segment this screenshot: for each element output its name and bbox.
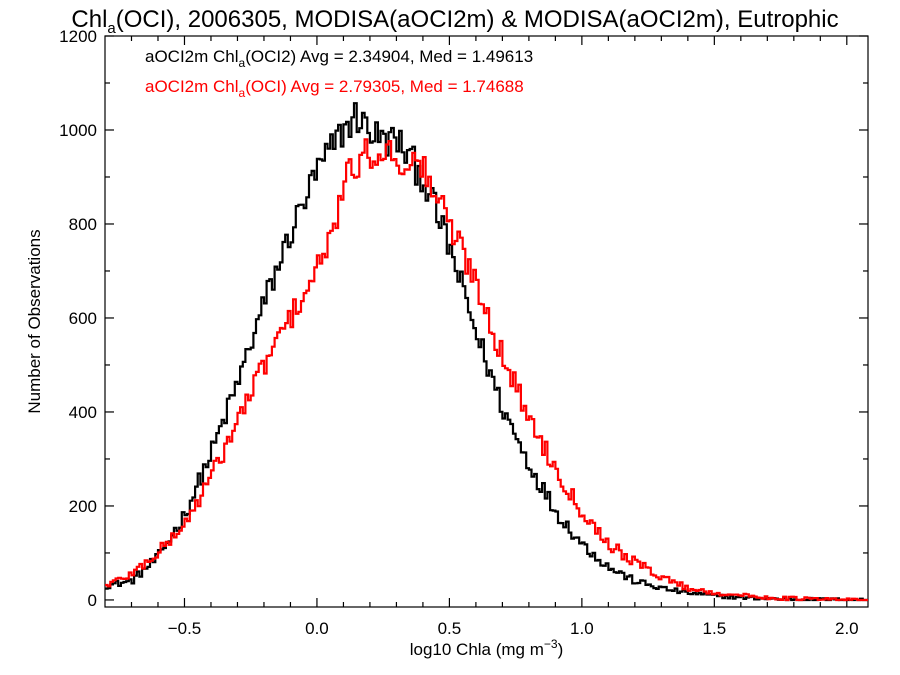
series-line-1 [105,102,868,602]
x-tick-label: 0.5 [438,619,462,638]
legend-entry-2: aOCI2m Chla(OCI) Avg = 2.79305, Med = 1.… [145,77,524,100]
chart-title-part1: Chl [71,6,107,33]
y-axis-label: Number of Observations [25,229,44,413]
y-tick-label: 800 [69,215,97,234]
x-tick-label: 1.5 [703,619,727,638]
legend-entry-subscript: a [239,86,246,100]
series-layer [105,102,868,602]
series-line-2 [105,138,868,602]
x-tick-label: 0.0 [305,619,329,638]
x-axis-label-main: log10 Chla (mg m [410,640,544,659]
x-tick-label: 1.0 [570,619,594,638]
y-tick-label: 600 [69,309,97,328]
legend-entry-prefix: aOCI2m Chl [145,47,239,66]
x-axis-label: log10 Chla (mg m−3) [410,637,564,659]
y-tick-label: 400 [69,403,97,422]
legend-entry-subscript: a [239,56,246,70]
legend-entry-suffix: (OCI) Avg = 2.79305, Med = 1.74688 [245,77,523,96]
y-axis-ticks: 0 200 400 600 800 1000 1200 [59,27,868,610]
x-axis-ticks: −0.5 0.0 0.5 1.0 1.5 2.0 [130,36,859,638]
legend: aOCI2m Chla(OCI2) Avg = 2.34904, Med = 1… [145,47,533,100]
y-tick-label: 1200 [59,27,97,46]
legend-entry-1: aOCI2m Chla(OCI2) Avg = 2.34904, Med = 1… [145,47,533,70]
legend-entry-suffix: (OCI2) Avg = 2.34904, Med = 1.49613 [245,47,533,66]
legend-entry-prefix: aOCI2m Chl [145,77,239,96]
y-tick-label: 1000 [59,121,97,140]
x-axis-label-end: ) [558,640,564,659]
plot-frame [104,35,869,608]
chart-title: Chla(OCI), 2006305, MODISA(aOCI2m) & MOD… [71,6,838,37]
y-tick-label: 200 [69,497,97,516]
x-axis-label-sup: −3 [544,637,558,651]
y-tick-label: 0 [88,591,97,610]
chart-title-part2: (OCI), 2006305, MODISA(aOCI2m) & MODISA(… [116,6,839,33]
chart-title-subscript: a [107,20,116,37]
x-tick-label: 2.0 [835,619,859,638]
x-tick-label: −0.5 [168,619,202,638]
